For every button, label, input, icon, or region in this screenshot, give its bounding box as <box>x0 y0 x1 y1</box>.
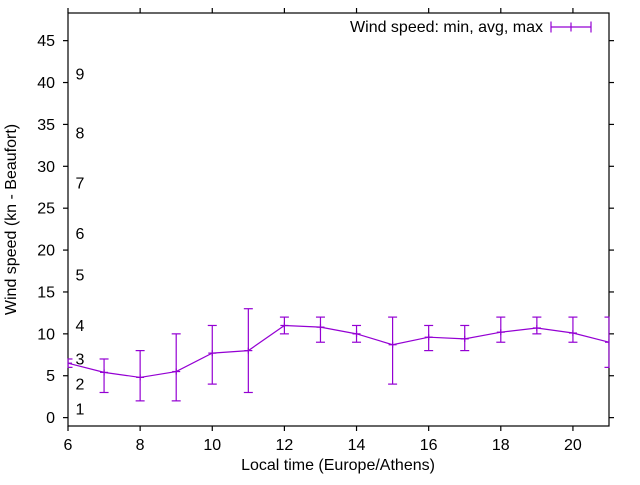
x-tick-label: 8 <box>136 437 145 454</box>
x-axis-ticks-hours: 6 8 10 12 14 16 18 20 <box>64 8 582 454</box>
x-tick-label: 6 <box>64 437 73 454</box>
plot-border <box>67 12 610 427</box>
legend-errorbar-sample-icon <box>550 21 592 33</box>
beaufort-scale-labels: 1 2 3 4 5 6 7 8 9 <box>76 67 85 419</box>
wind-speed-series <box>67 308 610 402</box>
x-tick-label: 12 <box>276 437 294 454</box>
legend-label: Wind speed: min, avg, max <box>350 19 543 36</box>
y-tick-label: 15 <box>37 284 55 301</box>
beaufort-label: 1 <box>76 402 85 419</box>
y-tick-label: 35 <box>37 117 55 134</box>
x-tick-label: 10 <box>203 437 221 454</box>
beaufort-label: 4 <box>76 318 85 335</box>
y-tick-label: 5 <box>46 368 55 385</box>
x-tick-label: 20 <box>564 437 582 454</box>
beaufort-label: 5 <box>76 268 85 285</box>
legend: Wind speed: min, avg, max <box>350 19 592 36</box>
beaufort-label: 2 <box>76 377 85 394</box>
y-tick-label: 25 <box>37 201 55 218</box>
y-tick-label: 30 <box>37 159 55 176</box>
avg-line <box>67 324 610 379</box>
y-tick-label: 0 <box>46 410 55 427</box>
beaufort-label: 6 <box>76 226 85 243</box>
y-tick-label: 45 <box>37 33 55 50</box>
x-tick-label: 18 <box>492 437 510 454</box>
y-tick-label: 40 <box>37 75 55 92</box>
x-tick-label: 16 <box>420 437 438 454</box>
y-axis-title: Wind speed (kn - Beaufort) <box>3 124 20 315</box>
beaufort-label: 9 <box>76 67 85 84</box>
x-axis-title: Local time (Europe/Athens) <box>241 457 435 474</box>
beaufort-label: 3 <box>76 351 85 368</box>
x-tick-label: 14 <box>348 437 366 454</box>
beaufort-label: 8 <box>76 125 85 142</box>
beaufort-label: 7 <box>76 176 85 193</box>
y-tick-label: 10 <box>37 326 55 343</box>
y-tick-label: 20 <box>37 243 55 260</box>
